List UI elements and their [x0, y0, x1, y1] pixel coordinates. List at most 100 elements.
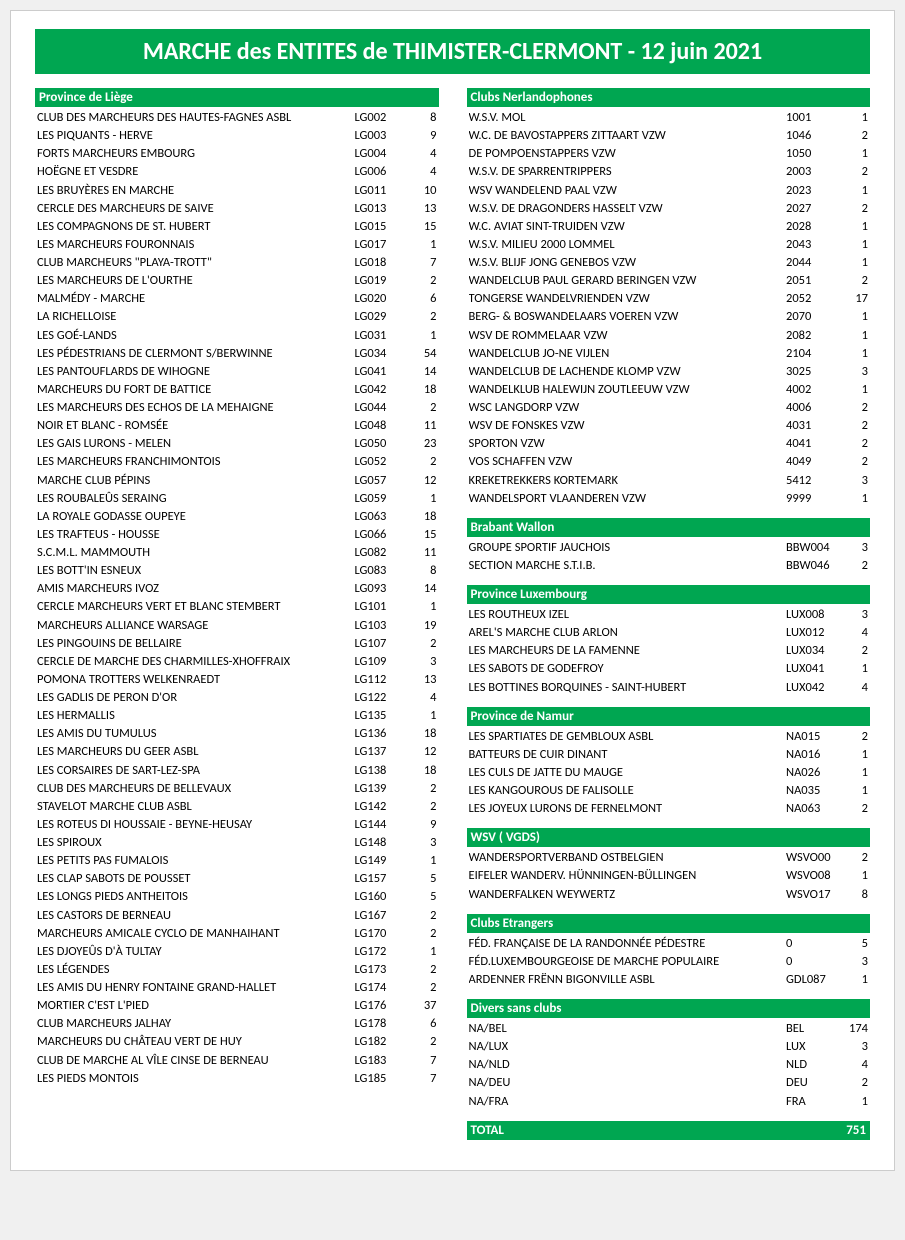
club-count: 1	[405, 598, 437, 616]
club-count: 1	[836, 381, 868, 399]
club-count: 2	[836, 800, 868, 818]
club-name: LES CLAP SABOTS DE POUSSET	[37, 870, 349, 888]
club-name: LES CULS DE JATTE DU MAUGE	[469, 764, 781, 782]
section-header: Brabant Wallon	[467, 518, 871, 537]
section-title: Clubs Nerlandophones	[471, 90, 867, 105]
club-code: 1001	[780, 109, 836, 127]
club-count: 23	[405, 435, 437, 453]
club-name: VOS SCHAFFEN VZW	[469, 453, 781, 471]
club-name: MARCHEURS DU CHÂTEAU VERT DE HUY	[37, 1033, 349, 1051]
club-name: NA/DEU	[469, 1074, 781, 1092]
section-header: Clubs Nerlandophones	[467, 88, 871, 107]
club-count: 1	[836, 182, 868, 200]
club-name: GROUPE SPORTIF JAUCHOIS	[469, 539, 781, 557]
club-name: WSV DE ROMMELAAR VZW	[469, 327, 781, 345]
table-row: NA/DEUDEU2	[467, 1074, 871, 1092]
club-code: LG149	[349, 852, 405, 870]
club-count: 9	[405, 127, 437, 145]
table-row: LES PETITS PAS FUMALOISLG1491	[35, 852, 439, 870]
table-row: LES MARCHEURS FOURONNAISLG0171	[35, 236, 439, 254]
club-count: 8	[405, 562, 437, 580]
club-count: 14	[405, 363, 437, 381]
club-code: 2023	[780, 182, 836, 200]
table-row: EIFELER WANDERV. HÜNNINGEN-BÜLLINGENWSVO…	[467, 867, 871, 885]
club-count: 2	[836, 642, 868, 660]
table-row: WANDELKLUB HALEWIJN ZOUTLEEUW VZW40021	[467, 381, 871, 399]
club-name: LES ROTEUS DI HOUSSAIE - BEYNE-HEUSAY	[37, 816, 349, 834]
club-code: LG066	[349, 526, 405, 544]
table-row: LA ROYALE GODASSE OUPEYELG06318	[35, 508, 439, 526]
club-code: 2070	[780, 308, 836, 326]
club-name: LES BRUYÈRES EN MARCHE	[37, 182, 349, 200]
club-count: 1	[836, 236, 868, 254]
club-code: 2027	[780, 200, 836, 218]
club-code: BBW046	[780, 557, 836, 575]
table-row: AMIS MARCHEURS IVOZLG09314	[35, 580, 439, 598]
club-name: CLUB MARCHEURS "PLAYA-TROTT"	[37, 254, 349, 272]
club-code: LG167	[349, 907, 405, 925]
club-code: 4006	[780, 399, 836, 417]
club-code: LG182	[349, 1033, 405, 1051]
club-count: 5	[405, 888, 437, 906]
club-name: W.C. AVIAT SINT-TRUIDEN VZW	[469, 218, 781, 236]
club-count: 2	[405, 961, 437, 979]
club-code: LG176	[349, 997, 405, 1015]
club-code: 9999	[780, 490, 836, 508]
club-code: LG017	[349, 236, 405, 254]
table-row: FÉD. FRANÇAISE DE LA RANDONNÉE PÉDESTRE0…	[467, 935, 871, 953]
club-name: S.C.M.L. MAMMOUTH	[37, 544, 349, 562]
club-count: 2	[405, 272, 437, 290]
club-code: LG019	[349, 272, 405, 290]
club-count: 2	[836, 399, 868, 417]
club-code: LG063	[349, 508, 405, 526]
club-count: 2	[836, 200, 868, 218]
club-code: LG015	[349, 218, 405, 236]
club-count: 1	[836, 145, 868, 163]
club-name: ARDENNER FRËNN BIGONVILLE ASBL	[469, 971, 781, 989]
table-row: LES GOÉ-LANDSLG0311	[35, 327, 439, 345]
club-code: LG170	[349, 925, 405, 943]
section-title: Divers sans clubs	[471, 1001, 867, 1016]
club-name: LES MARCHEURS DE LA FAMENNE	[469, 642, 781, 660]
club-name: DE POMPOENSTAPPERS VZW	[469, 145, 781, 163]
table-row: MARCHEURS DU FORT DE BATTICELG04218	[35, 381, 439, 399]
club-name: EIFELER WANDERV. HÜNNINGEN-BÜLLINGEN	[469, 867, 781, 885]
club-count: 18	[405, 381, 437, 399]
club-name: HOËGNE ET VESDRE	[37, 163, 349, 181]
club-count: 2	[836, 163, 868, 181]
club-code: LG093	[349, 580, 405, 598]
club-count: 37	[405, 997, 437, 1015]
table-row: LES CULS DE JATTE DU MAUGENA0261	[467, 764, 871, 782]
right-column: Clubs Nerlandophones W.S.V. MOL10011 W.C. …	[467, 88, 871, 1140]
club-count: 17	[836, 290, 868, 308]
club-code: LG057	[349, 472, 405, 490]
table-row: NA/NLDNLD4	[467, 1056, 871, 1074]
club-code: 4031	[780, 417, 836, 435]
club-count: 1	[405, 327, 437, 345]
club-name: WANDERFALKEN WEYWERTZ	[469, 886, 781, 904]
club-count: 3	[836, 606, 868, 624]
table-row: LES PINGOUINS DE BELLAIRELG1072	[35, 635, 439, 653]
club-count: 15	[405, 218, 437, 236]
club-name: MARCHEURS AMICALE CYCLO DE MANHAIHANT	[37, 925, 349, 943]
table-row: W.S.V. MOL10011	[467, 109, 871, 127]
club-code: LG172	[349, 943, 405, 961]
section-title: Brabant Wallon	[471, 520, 867, 535]
table-row: W.S.V. MILIEU 2000 LOMMEL20431	[467, 236, 871, 254]
table-row: W.S.V. DE DRAGONDERS HASSELT VZW20272	[467, 200, 871, 218]
club-count: 13	[405, 200, 437, 218]
club-code: 2003	[780, 163, 836, 181]
club-name: LES JOYEUX LURONS DE FERNELMONT	[469, 800, 781, 818]
club-name: MARCHEURS ALLIANCE WARSAGE	[37, 617, 349, 635]
table-row: WSV WANDELEND PAAL VZW20231	[467, 182, 871, 200]
club-count: 1	[405, 852, 437, 870]
club-count: 11	[405, 544, 437, 562]
club-code: LUX012	[780, 624, 836, 642]
club-count: 3	[836, 472, 868, 490]
club-name: LES DJOYEÛS D'À TULTAY	[37, 943, 349, 961]
club-name: LA RICHELLOISE	[37, 308, 349, 326]
club-code: LG044	[349, 399, 405, 417]
table-row: LES ROUBALEÛS SERAINGLG0591	[35, 490, 439, 508]
club-code: LG157	[349, 870, 405, 888]
club-code: 4002	[780, 381, 836, 399]
